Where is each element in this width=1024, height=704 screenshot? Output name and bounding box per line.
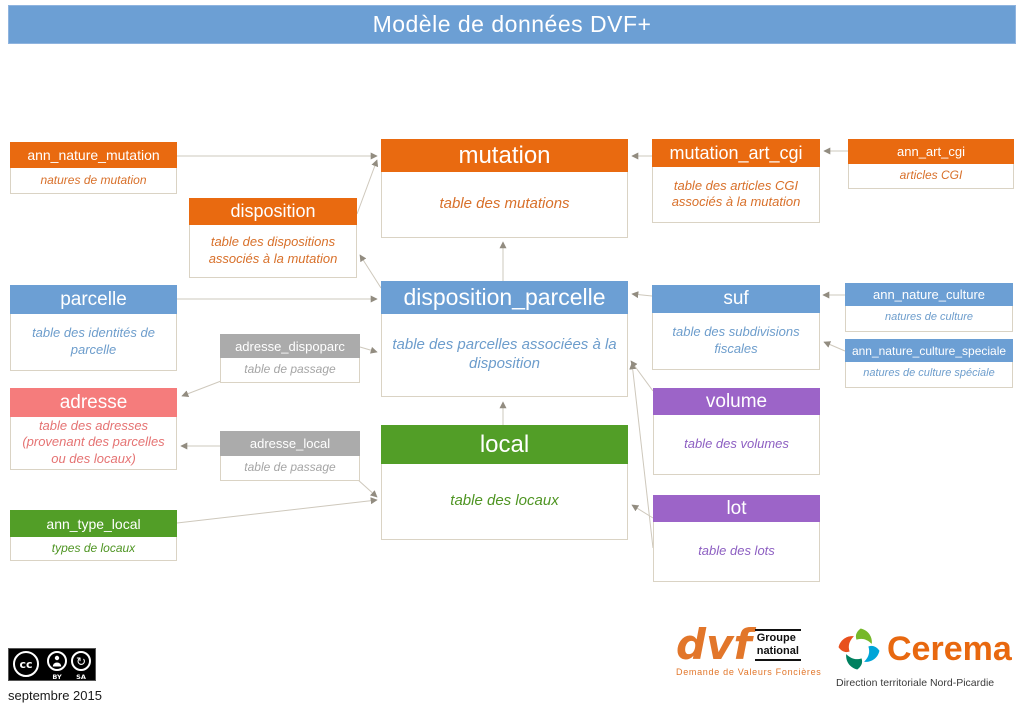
entity-name: ann_type_local xyxy=(10,510,177,537)
cc-by-sa-icon: cc ↻ BY SA xyxy=(8,648,96,681)
dvf-group-label: Groupe national xyxy=(754,629,801,661)
entity-description: natures de mutation xyxy=(40,172,147,187)
entity-description: table de passage xyxy=(244,362,336,376)
svg-text:cc: cc xyxy=(19,658,32,671)
connector-suf-to-disposition_parcelle xyxy=(631,291,653,299)
entity-lot: lot table des lots xyxy=(653,495,820,582)
entity-description: table des lots xyxy=(698,542,775,558)
entity-name: suf xyxy=(652,285,820,313)
entity-description: table de passage xyxy=(244,460,336,474)
entity-name: volume xyxy=(653,388,820,415)
cerema-pinwheel-icon xyxy=(838,628,880,670)
entity-description: table des parcelles associées à la dispo… xyxy=(392,335,617,372)
entity-name: ann_nature_culture xyxy=(845,283,1013,306)
entity-description: table des dispositions associés à la mut… xyxy=(208,234,338,266)
entity-description: table des subdivisions fiscales xyxy=(672,324,800,356)
entity-name: local xyxy=(381,425,628,464)
entity-description: natures de culture spéciale xyxy=(863,367,995,380)
connector-ann_nature_culture_speciale-to-suf xyxy=(823,341,846,352)
entity-ann_art_cgi: ann_art_cgi articles CGI xyxy=(848,139,1014,189)
connector-adresse_local-to-local xyxy=(356,478,378,498)
title-bar: Modèle de données DVF+ xyxy=(8,5,1016,44)
entity-description: table des articles CGI associés à la mut… xyxy=(671,177,801,209)
entity-name: adresse xyxy=(10,388,177,417)
license-block: cc ↻ BY SA septembre 2015 xyxy=(8,648,102,703)
entity-disposition: disposition table des dispositions associ… xyxy=(189,198,357,278)
dvf-group-line2: national xyxy=(756,645,799,658)
dvf-group-line1: Groupe xyxy=(756,632,796,645)
dvf-subtitle: Demande de Valeurs Foncières xyxy=(676,666,822,677)
connector-adresse_dispoparc-to-adresse xyxy=(181,380,222,398)
connector-ann_type_local-to-local xyxy=(176,497,378,524)
entity-name: adresse_local xyxy=(220,431,360,456)
dvf-logo: dvf Groupe national Demande de Valeurs F… xyxy=(676,620,822,677)
cerema-logo: Cerema Direction territoriale Nord-Picar… xyxy=(836,626,1012,689)
entity-description: types de locaux xyxy=(51,540,136,555)
entity-adresse: adresse table des adresses (provenant des… xyxy=(10,388,177,470)
entity-description: table des identités de parcelle xyxy=(32,325,155,357)
svg-text:↻: ↻ xyxy=(76,655,86,669)
entity-name: ann_nature_culture_speciale xyxy=(845,339,1013,362)
connector-lot-to-local xyxy=(631,504,654,519)
entity-name: ann_art_cgi xyxy=(848,139,1014,164)
connector-disposition-to-mutation xyxy=(356,159,379,215)
cerema-name: Cerema xyxy=(887,630,1012,668)
entity-description: table des locaux xyxy=(450,491,559,509)
page-title: Modèle de données DVF+ xyxy=(372,11,652,37)
connector-lot-to-disposition_parcelle xyxy=(629,362,654,549)
cc-sa-label: SA xyxy=(76,673,86,681)
entity-name: lot xyxy=(653,495,820,522)
entity-parcelle: parcelle table des identités de parcelle xyxy=(10,285,177,371)
entity-description: natures de culture xyxy=(884,311,974,324)
entity-mutation: mutation table des mutations xyxy=(381,139,628,238)
dvf-logo-text: dvf xyxy=(676,620,752,669)
connector-adresse_dispoparc-to-disposition_parcelle xyxy=(359,346,378,354)
date-label: septembre 2015 xyxy=(8,688,102,703)
entity-local: local table des locaux xyxy=(381,425,628,540)
entity-description: table des adresses (provenant des parcel… xyxy=(22,418,165,466)
entity-description: table des volumes xyxy=(684,435,789,451)
entity-name: parcelle xyxy=(10,285,177,314)
entity-volume: volume table des volumes xyxy=(653,388,820,475)
connector-disposition_parcelle-to-disposition xyxy=(359,254,382,289)
entity-name: mutation xyxy=(381,139,628,172)
cc-by-label: BY xyxy=(52,673,62,681)
entity-suf: suf table des subdivisions fiscales xyxy=(652,285,820,370)
entity-name: mutation_art_cgi xyxy=(652,139,820,167)
entity-description: articles CGI xyxy=(899,168,963,182)
entity-name: disposition_parcelle xyxy=(381,281,628,314)
connector-volume-to-disposition_parcelle xyxy=(630,360,654,392)
entity-name: disposition xyxy=(189,198,357,225)
cerema-subtitle: Direction territoriale Nord-Picardie xyxy=(836,677,995,689)
entity-description: table des mutations xyxy=(439,194,570,212)
entity-name: adresse_dispoparc xyxy=(220,334,360,358)
entity-name: ann_nature_mutation xyxy=(10,142,177,168)
